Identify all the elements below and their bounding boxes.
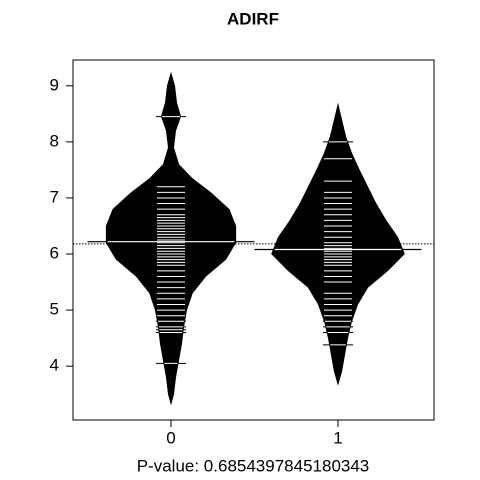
y-tick-label: 5 bbox=[50, 300, 59, 319]
y-tick-label: 8 bbox=[50, 131, 59, 150]
y-tick-label: 9 bbox=[50, 75, 59, 94]
x-tick-label: 0 bbox=[166, 428, 175, 447]
y-tick-label: 6 bbox=[50, 244, 59, 263]
x-axis-label: P-value: 0.6854397845180343 bbox=[137, 456, 370, 475]
x-tick-label: 1 bbox=[333, 428, 342, 447]
y-tick-label: 7 bbox=[50, 187, 59, 206]
chart-title: ADIRF bbox=[227, 9, 279, 28]
plot-frame bbox=[72, 59, 435, 421]
bean bbox=[105, 71, 237, 406]
y-tick-label: 4 bbox=[50, 356, 59, 375]
